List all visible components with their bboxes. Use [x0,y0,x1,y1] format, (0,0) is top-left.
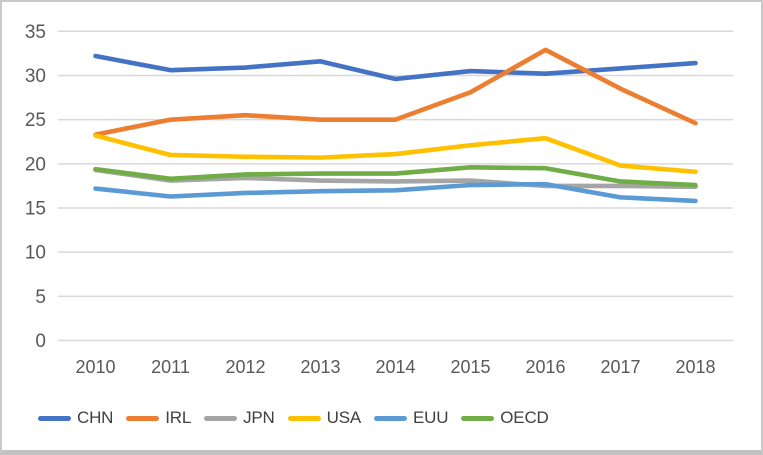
legend-item-oecd[interactable]: OECD [461,408,549,428]
x-axis-tick-label: 2013 [300,357,340,377]
x-axis-tick-label: 2010 [75,357,115,377]
y-axis-tick-label: 5 [35,287,46,308]
series-line-euu[interactable] [93,181,698,204]
legend-line-swatch-jpn [204,415,238,421]
x-axis-tick-label: 2014 [375,357,415,377]
legend-label: EUU [412,408,449,427]
series-line-chn[interactable] [93,53,698,82]
legend-label: IRL [165,408,192,427]
legend-line-swatch-usa [287,415,321,421]
legend-label: JPN [243,408,275,427]
y-axis-tick-label: 15 [25,198,46,219]
x-axis-tick-label: 2015 [450,357,490,377]
series-line-usa[interactable] [93,133,698,175]
legend-item-jpn[interactable]: JPN [204,408,275,428]
y-axis-tick-label: 10 [25,243,46,264]
chart-legend: CHN IRL JPN USA EUU OECD [38,402,562,434]
y-axis-tick-label: 25 [25,110,46,131]
plot-area: 0 5 10 15 20 25 30 35 2010 2011 2012 2013 2014 2015 20… [25,22,733,377]
legend-item-chn[interactable]: CHN [38,408,113,428]
legend-label: USA [326,408,362,427]
x-axis-tick-label: 2018 [675,357,715,377]
series-line-oecd[interactable] [93,165,698,188]
x-axis-tick-label: 2016 [525,357,565,377]
legend-line-swatch-irl [126,415,160,421]
x-axis-tick-label: 2011 [151,357,190,377]
series-line-jpn[interactable] [93,167,698,190]
series-line-irl[interactable] [93,47,698,137]
legend-label: CHN [77,408,114,427]
y-axis-tick-label: 35 [25,22,46,43]
x-axis-tick-label: 2017 [600,357,640,377]
legend-item-euu[interactable]: EUU [373,408,449,428]
legend-line-swatch-euu [373,415,407,421]
legend-line-swatch-chn [38,415,71,421]
legend-item-irl[interactable]: IRL [126,408,191,428]
y-axis-tick-label: 0 [35,331,46,352]
x-axis-tick-label: 2012 [225,357,265,377]
legend-line-swatch-oecd [461,415,495,421]
y-axis-tick-label: 20 [25,154,46,175]
legend-item-usa[interactable]: USA [287,408,362,428]
legend-label: OECD [500,408,549,427]
y-axis-tick-label: 30 [25,66,46,87]
